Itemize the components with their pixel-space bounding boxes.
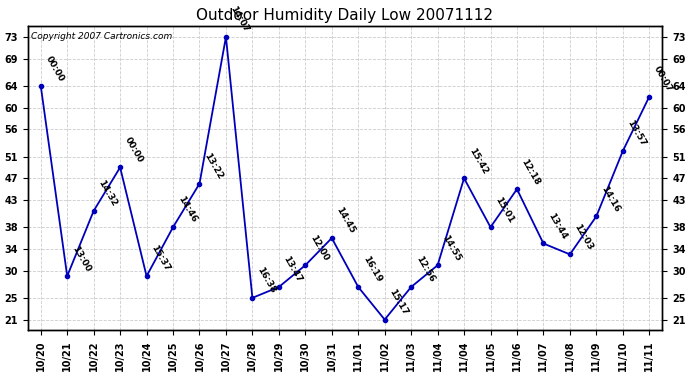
Text: 15:01: 15:01 (493, 195, 515, 224)
Text: 14:55: 14:55 (440, 233, 462, 262)
Text: 15:37: 15:37 (149, 244, 172, 273)
Text: 12:56: 12:56 (414, 255, 436, 284)
Text: 16:38: 16:38 (255, 266, 277, 295)
Text: 14:16: 14:16 (599, 184, 621, 213)
Text: 13:22: 13:22 (202, 152, 224, 181)
Text: 14:32: 14:32 (97, 179, 119, 208)
Text: 13:57: 13:57 (626, 119, 648, 148)
Text: 13:00: 13:00 (70, 244, 92, 273)
Text: 12:00: 12:00 (308, 233, 330, 262)
Text: 16:19: 16:19 (361, 255, 383, 284)
Text: 14:45: 14:45 (335, 206, 357, 235)
Text: 15:17: 15:17 (388, 287, 410, 317)
Text: 12:03: 12:03 (573, 222, 595, 252)
Text: 14:46: 14:46 (176, 195, 198, 224)
Text: 00:07: 00:07 (652, 65, 674, 94)
Text: 12:18: 12:18 (520, 157, 542, 186)
Text: Copyright 2007 Cartronics.com: Copyright 2007 Cartronics.com (30, 32, 172, 41)
Text: 13:44: 13:44 (546, 211, 569, 241)
Text: 00:00: 00:00 (43, 54, 66, 83)
Text: 15:42: 15:42 (467, 146, 489, 176)
Text: 13:47: 13:47 (282, 255, 304, 284)
Title: Outdoor Humidity Daily Low 20071112: Outdoor Humidity Daily Low 20071112 (197, 9, 493, 24)
Text: 14:07: 14:07 (228, 5, 251, 34)
Text: 00:00: 00:00 (123, 136, 145, 165)
